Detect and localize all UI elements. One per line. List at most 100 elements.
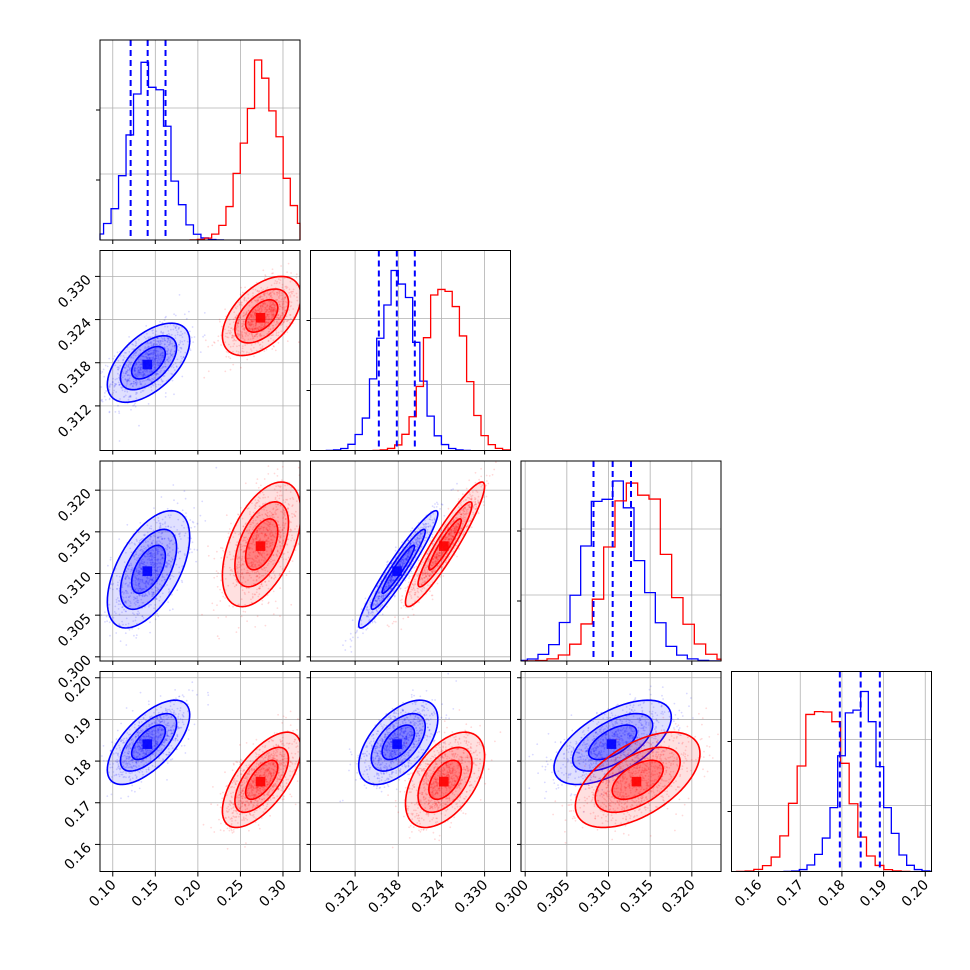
sample-point xyxy=(162,340,164,343)
sample-point xyxy=(256,555,259,558)
sample-point xyxy=(161,338,164,340)
sample-point xyxy=(255,482,258,485)
sample-point xyxy=(434,503,436,505)
sample-point xyxy=(122,623,124,626)
sample-point xyxy=(163,337,166,339)
sample-point xyxy=(156,587,159,589)
sample-point xyxy=(134,364,137,366)
sample-point xyxy=(267,318,270,321)
sample-point xyxy=(139,364,141,366)
sample-point xyxy=(134,367,137,370)
sample-point xyxy=(259,311,262,314)
sample-point xyxy=(270,514,273,517)
sample-point xyxy=(272,534,274,536)
sample-point xyxy=(408,575,411,578)
sample-point xyxy=(258,559,260,562)
sample-point xyxy=(137,583,140,586)
sample-point xyxy=(247,293,250,296)
sample-point xyxy=(143,369,146,372)
sample-point xyxy=(263,556,266,559)
sample-point xyxy=(289,530,291,533)
sample-point xyxy=(101,398,103,401)
sample-point xyxy=(154,547,157,549)
sample-point xyxy=(268,297,271,300)
sample-point xyxy=(251,323,253,326)
sample-point xyxy=(267,525,270,528)
sample-point xyxy=(151,548,154,551)
sample-point xyxy=(452,488,454,490)
sample-point xyxy=(268,293,271,296)
sample-point xyxy=(225,332,227,335)
sample-point xyxy=(291,512,293,515)
sample-point xyxy=(126,374,129,377)
sample-point xyxy=(249,523,252,526)
sample-point xyxy=(170,333,173,336)
sample-point xyxy=(177,533,180,535)
sample-point xyxy=(179,532,181,534)
sample-point xyxy=(137,578,140,581)
sample-point xyxy=(121,620,123,623)
sample-point xyxy=(172,328,175,331)
sample-point xyxy=(164,525,167,528)
sample-point xyxy=(266,290,269,293)
sample-point xyxy=(179,361,182,364)
sample-point xyxy=(167,525,170,528)
sample-point xyxy=(151,578,154,580)
sample-point xyxy=(123,367,126,369)
sample-point xyxy=(144,594,147,597)
sample-point xyxy=(274,280,277,282)
sample-point xyxy=(134,553,137,556)
sample-point xyxy=(207,345,210,348)
sample-point xyxy=(147,551,150,553)
sample-point xyxy=(282,522,285,524)
sample-point xyxy=(150,563,152,566)
sample-point xyxy=(169,349,172,352)
sample-point xyxy=(155,355,158,357)
sample-point xyxy=(137,372,140,375)
sample-point xyxy=(122,582,124,584)
sample-point xyxy=(256,501,259,504)
sample-point xyxy=(281,312,284,314)
sample-point xyxy=(136,375,139,378)
sample-point xyxy=(119,354,122,357)
sample-point xyxy=(273,536,276,538)
sample-point xyxy=(161,367,163,370)
sample-point xyxy=(114,378,117,381)
sample-point xyxy=(161,592,164,595)
sample-point xyxy=(278,308,281,311)
sample-point xyxy=(240,506,242,509)
sample-point xyxy=(179,341,182,344)
sample-point xyxy=(265,321,268,323)
sample-point xyxy=(247,309,250,312)
sample-point xyxy=(131,348,134,351)
sample-point xyxy=(148,353,150,356)
sample-point xyxy=(250,316,253,318)
sample-point xyxy=(283,526,286,529)
sample-point xyxy=(150,344,153,347)
sample-point xyxy=(350,639,353,642)
sample-point xyxy=(146,577,149,580)
hist-panel-0 xyxy=(96,39,301,241)
sample-point xyxy=(276,468,279,471)
sample-point xyxy=(272,590,275,593)
sample-point xyxy=(161,354,164,357)
sample-point xyxy=(218,318,221,321)
sample-point xyxy=(128,564,131,567)
sample-point xyxy=(270,304,273,307)
sample-point xyxy=(113,389,115,392)
sample-point xyxy=(263,301,266,304)
sample-point xyxy=(160,369,163,372)
sample-point xyxy=(184,332,186,334)
sample-point xyxy=(234,532,237,535)
sample-point xyxy=(164,521,167,524)
sample-point xyxy=(282,300,284,303)
sample-point xyxy=(156,612,159,615)
sample-point xyxy=(295,292,298,295)
sample-point xyxy=(125,610,127,613)
sample-point xyxy=(271,268,274,271)
sample-point xyxy=(121,389,124,392)
sample-point xyxy=(124,578,127,580)
sample-point xyxy=(219,320,221,323)
sample-point xyxy=(173,344,176,347)
sample-point xyxy=(254,327,257,330)
